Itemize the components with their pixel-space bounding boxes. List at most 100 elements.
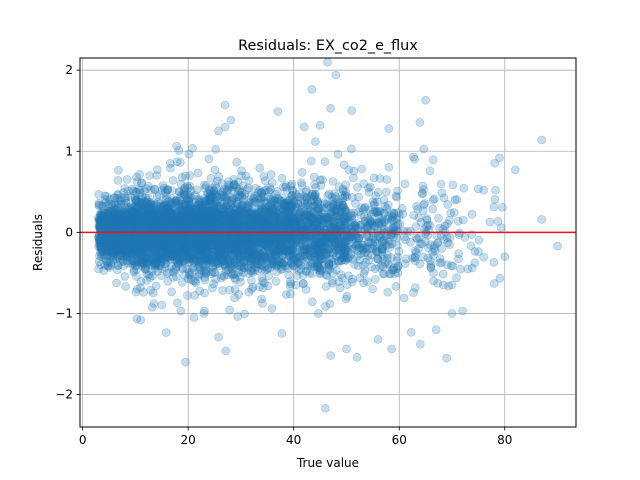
- data-point: [108, 251, 118, 261]
- data-point: [101, 198, 111, 207]
- data-point: [129, 249, 138, 259]
- data-point: [129, 243, 138, 253]
- data-point: [252, 251, 262, 260]
- data-point: [124, 209, 134, 218]
- data-point: [104, 236, 114, 246]
- data-point: [117, 244, 126, 254]
- data-point: [271, 277, 281, 286]
- data-point: [99, 221, 109, 230]
- data-point: [208, 192, 217, 201]
- data-point: [94, 201, 104, 210]
- data-point: [97, 242, 106, 251]
- data-point: [255, 282, 264, 292]
- data-point: [238, 204, 247, 213]
- data-point: [221, 214, 230, 224]
- data-point: [98, 220, 108, 229]
- data-point: [129, 217, 139, 227]
- data-point: [118, 221, 127, 231]
- data-point: [147, 205, 157, 215]
- data-point: [119, 235, 128, 245]
- data-point: [97, 238, 107, 248]
- data-point: [123, 236, 133, 245]
- data-point: [206, 269, 216, 279]
- data-point: [130, 221, 140, 230]
- data-point: [194, 270, 204, 279]
- data-point: [119, 237, 128, 246]
- data-point: [115, 233, 124, 242]
- data-point: [270, 234, 280, 243]
- data-point: [183, 291, 192, 300]
- data-point: [122, 214, 131, 224]
- data-point: [227, 193, 236, 202]
- data-point: [193, 168, 203, 178]
- data-point: [118, 218, 128, 228]
- data-point: [95, 251, 104, 261]
- data-point: [117, 193, 127, 202]
- data-point: [167, 287, 176, 297]
- data-point: [100, 250, 110, 259]
- data-point: [117, 248, 126, 258]
- data-point: [118, 242, 127, 251]
- data-point: [172, 141, 181, 151]
- data-point: [98, 215, 107, 225]
- data-point: [196, 222, 206, 231]
- data-point: [281, 290, 291, 299]
- data-point: [127, 238, 136, 248]
- data-point: [310, 180, 319, 189]
- data-point: [116, 216, 126, 226]
- data-point: [122, 248, 131, 258]
- data-point: [119, 222, 129, 231]
- data-point: [123, 220, 133, 230]
- data-point: [102, 213, 111, 222]
- data-point: [118, 257, 128, 266]
- data-point: [97, 242, 106, 251]
- data-point: [282, 186, 292, 195]
- data-point: [206, 173, 216, 183]
- data-point: [109, 210, 118, 219]
- data-point: [229, 269, 238, 279]
- data-point: [141, 223, 151, 232]
- data-point: [116, 244, 125, 254]
- data-point: [120, 222, 130, 232]
- data-point: [123, 233, 133, 243]
- data-point: [126, 249, 136, 258]
- data-point: [122, 217, 131, 226]
- data-point: [111, 200, 120, 210]
- data-point: [125, 244, 135, 253]
- data-point: [113, 200, 123, 209]
- data-point: [114, 243, 124, 253]
- data-point: [106, 220, 115, 230]
- data-point: [123, 244, 133, 253]
- data-point: [99, 234, 108, 243]
- data-point: [236, 262, 246, 272]
- data-point: [111, 214, 120, 223]
- data-point: [99, 217, 108, 227]
- data-point: [311, 137, 320, 146]
- data-point: [130, 258, 139, 268]
- data-point: [128, 219, 138, 229]
- data-point: [105, 214, 114, 223]
- data-point: [116, 199, 126, 209]
- data-point: [110, 236, 120, 245]
- data-point: [320, 157, 330, 166]
- data-point: [333, 149, 343, 159]
- data-point: [168, 176, 178, 185]
- data-point: [95, 234, 104, 244]
- data-point: [96, 240, 106, 250]
- data-point: [277, 174, 287, 183]
- data-point: [161, 328, 171, 337]
- data-point: [108, 252, 118, 262]
- data-point: [211, 145, 220, 154]
- data-point: [124, 208, 134, 218]
- data-point: [119, 210, 128, 219]
- data-point: [123, 258, 133, 268]
- data-point: [120, 220, 129, 229]
- data-point: [236, 243, 246, 252]
- data-point: [255, 163, 265, 173]
- data-point: [184, 149, 194, 159]
- data-point: [137, 178, 146, 188]
- data-point: [112, 245, 121, 254]
- data-point: [113, 232, 123, 242]
- data-point: [114, 166, 123, 175]
- data-point: [109, 220, 119, 230]
